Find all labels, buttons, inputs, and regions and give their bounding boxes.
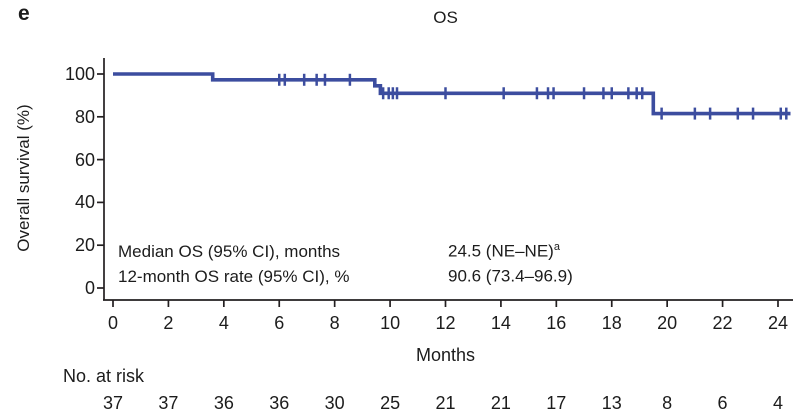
x-tick-label: 24 <box>767 313 788 333</box>
x-tick-label: 6 <box>274 313 285 333</box>
os-rate-row: 12-month OS rate (95% CI), % 90.6 (73.4–… <box>118 264 573 289</box>
os-rate-label: 12-month OS rate (95% CI), % <box>118 266 350 286</box>
os-rate-value: 90.6 (73.4–96.9) <box>448 266 573 286</box>
risk-count: 8 <box>662 393 673 413</box>
x-tick-label: 14 <box>490 313 511 333</box>
risk-count: 30 <box>324 393 345 413</box>
y-tick-label: 80 <box>74 106 95 127</box>
x-tick-label: 20 <box>657 313 678 333</box>
axes <box>97 58 793 307</box>
y-tick-label: 40 <box>74 192 95 213</box>
stats-annotation: Median OS (95% CI), months 24.5 (NE–NE)a… <box>118 239 573 289</box>
risk-count: 4 <box>772 393 783 413</box>
x-tick-label: 2 <box>163 313 174 333</box>
x-tick-label: 22 <box>712 313 733 333</box>
y-tick-label: 60 <box>74 149 95 170</box>
risk-table-title: No. at risk <box>63 366 145 386</box>
censor-marks <box>277 73 788 120</box>
risk-count: 6 <box>717 393 728 413</box>
y-tick-label: 20 <box>74 235 95 256</box>
risk-count: 36 <box>269 393 290 413</box>
x-tick-label: 8 <box>329 313 340 333</box>
risk-count: 25 <box>380 393 401 413</box>
risk-count: 37 <box>158 393 179 413</box>
median-os-row: Median OS (95% CI), months 24.5 (NE–NE)a <box>118 239 573 264</box>
risk-count: 13 <box>601 393 622 413</box>
footnote-marker: a <box>553 241 560 254</box>
x-tick-label: 10 <box>380 313 401 333</box>
chart-title: OS <box>433 8 458 27</box>
x-axis-title: Months <box>415 345 476 365</box>
median-os-label: Median OS (95% CI), months <box>118 241 341 261</box>
median-os-value: 24.5 (NE–NE)a <box>448 241 560 261</box>
panel-label: e <box>18 2 30 25</box>
x-tick-label: 16 <box>546 313 567 333</box>
risk-count: 21 <box>490 393 511 413</box>
x-tick-label: 12 <box>435 313 456 333</box>
risk-count: 21 <box>435 393 456 413</box>
y-tick-label: 100 <box>64 64 95 84</box>
x-tick-label: 4 <box>218 313 229 333</box>
risk-count: 17 <box>546 393 567 413</box>
km-step-curve <box>113 72 791 116</box>
y-tick-label: 0 <box>84 278 95 298</box>
x-tick-label: 18 <box>601 313 622 333</box>
risk-count: 37 <box>102 393 124 413</box>
x-tick-label: 0 <box>107 313 118 333</box>
risk-count: 36 <box>213 393 234 413</box>
survival-curve <box>113 72 791 116</box>
